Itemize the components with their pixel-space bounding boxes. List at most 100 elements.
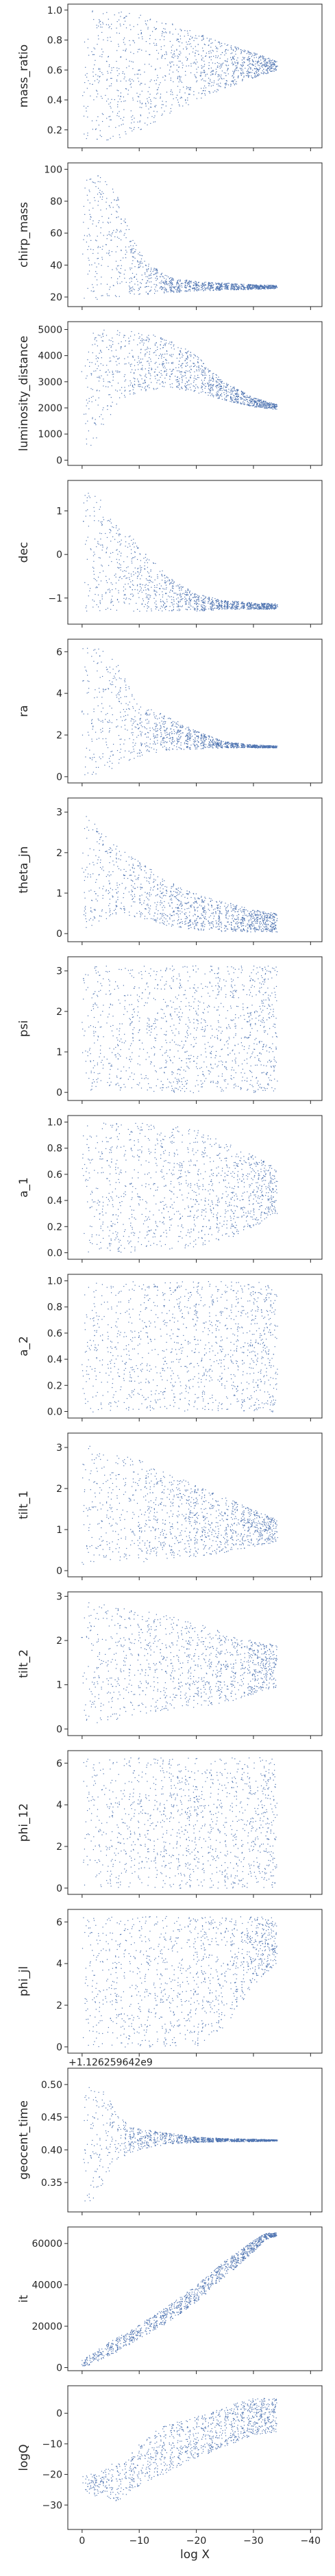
scatter-point [265,400,266,402]
scatter-point [159,583,160,584]
scatter-point [145,381,146,383]
scatter-point [216,378,219,380]
scatter-point [164,75,166,77]
scatter-point [110,240,112,241]
scatter-point [112,601,113,602]
scatter-point [157,380,158,381]
scatter-point [251,602,252,604]
scatter-point [166,275,168,276]
scatter-point [149,378,151,379]
scatter-point [226,607,227,608]
scatter-point [101,340,103,342]
scatter-point [252,405,253,407]
scatter-point [114,575,115,576]
scatter-point [234,389,235,391]
scatter-point [148,335,149,336]
scatter-point [262,604,264,606]
scatter-point [173,292,175,293]
scatter-point [109,556,110,558]
scatter-point [92,437,94,439]
scatter-point [230,394,232,395]
scatter-point [221,285,222,287]
scatter-point [140,384,141,385]
scatter-point [158,358,160,359]
scatter-point [218,284,219,285]
scatter-point [232,284,234,285]
scatter-point [132,355,134,357]
scatter-point [223,78,225,79]
scatter-point [273,60,275,62]
scatter-point [213,283,214,285]
scatter-point [255,401,256,402]
scatter-point [121,387,123,388]
scatter-point [169,112,171,114]
scatter-point [203,595,205,597]
scatter-point [115,389,116,391]
scatter-point [225,393,227,394]
scatter-point [208,598,210,600]
scatter-point [115,127,116,128]
scatter-point [171,277,173,279]
scatter-point [241,602,243,603]
scatter-point [131,249,132,250]
scatter-point [258,606,260,608]
scatter-point [186,385,187,387]
scatter-point [232,288,234,289]
scatter-point [131,331,132,333]
scatter-point [188,289,190,290]
scatter-point [145,389,147,390]
scatter-point [119,296,120,297]
scatter-point [117,196,119,198]
scatter-point [248,77,249,78]
scatter-point [251,53,252,54]
scatter-point [117,370,119,372]
scatter-point [190,608,191,610]
scatter-point [253,400,255,402]
scatter-point [243,285,245,287]
scatter-point [184,374,186,376]
scatter-point [156,587,158,588]
scatter-point [269,66,271,67]
scatter-point [255,604,256,606]
scatter-point [221,390,223,391]
scatter-point [92,352,93,354]
scatter-point [190,383,192,385]
axes-frame [67,162,323,307]
scatter-point [197,66,199,68]
scatter-point [276,61,277,62]
scatter-point [177,606,179,608]
scatter-point [210,608,212,610]
scatter-point [99,196,101,198]
scatter-point [124,602,125,604]
scatter-point [99,370,101,371]
scatter-point [263,73,264,74]
scatter-point [208,281,210,283]
scatter-point [230,289,232,290]
scatter-point [239,608,240,610]
scatter-point [253,604,254,606]
scatter-point [258,604,260,605]
scatter-point [208,382,210,383]
scatter-point [230,84,232,86]
scatter-point [224,602,225,604]
scatter-point [173,344,175,346]
scatter-point [260,608,262,609]
scatter-point [201,92,203,94]
scatter-point [216,57,219,58]
scatter-point [213,289,214,291]
scatter-point [111,99,112,100]
scatter-point [243,58,245,60]
scatter-point [198,597,199,598]
scatter-point [232,57,234,59]
scatter-point [182,67,183,68]
scatter-point [227,395,229,396]
scatter-point [188,286,190,287]
scatter-point [176,598,177,600]
scatter-point [94,197,95,198]
scatter-point [129,579,130,580]
y-tick-label: 0.2 [47,125,62,136]
scatter-point [97,587,98,589]
scatter-point [106,79,108,81]
scatter-point [154,44,156,46]
scatter-point [186,381,188,382]
